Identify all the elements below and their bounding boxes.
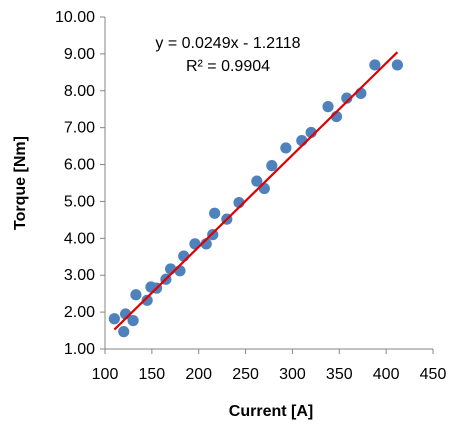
data-point (118, 326, 130, 338)
trendline-r2-label: R² = 0.9904 (186, 58, 270, 75)
y-tick-label: 8.00 (64, 83, 95, 100)
data-point (130, 289, 142, 301)
y-tick-label: 7.00 (64, 120, 95, 137)
data-point (127, 314, 139, 327)
data-point (108, 313, 120, 325)
y-tick-label: 6.00 (64, 157, 95, 174)
x-tick-label: 250 (232, 366, 259, 383)
data-point (165, 263, 177, 275)
y-tick-label: 1.00 (64, 341, 95, 358)
data-point (322, 101, 334, 113)
data-point (369, 59, 381, 71)
data-point (391, 59, 403, 71)
data-point (341, 92, 353, 104)
data-point (141, 294, 153, 306)
x-tick-label: 100 (92, 366, 119, 383)
y-tick-label: 4.00 (64, 230, 95, 247)
y-tick-label: 2.00 (64, 304, 95, 321)
x-tick-label: 200 (185, 366, 212, 383)
data-point (174, 265, 186, 277)
y-tick-label: 3.00 (64, 267, 95, 284)
data-point (251, 175, 263, 187)
x-tick-label: 450 (420, 366, 447, 383)
y-tick-label: 9.00 (64, 46, 95, 63)
data-point (258, 182, 270, 195)
data-point (209, 207, 221, 219)
trendline-equation-label: y = 0.0249x - 1.2118 (155, 35, 300, 52)
data-point (178, 250, 190, 262)
x-tick-label: 150 (139, 366, 166, 383)
data-points-layer (108, 59, 403, 338)
y-axis-title: Torque [Nm] (12, 136, 29, 230)
y-tick-label: 5.00 (64, 193, 95, 210)
x-tick-label: 400 (373, 366, 400, 383)
x-tick-label: 350 (326, 366, 353, 383)
trendline-layer (113, 51, 399, 331)
axes-layer: 1.00 2.00 3.00 4.00 5.00 6.00 7.00 8.00 9.00 10.0… (55, 9, 446, 383)
data-point (266, 160, 278, 172)
linear-trendline (113, 51, 399, 331)
x-tick-label: 300 (279, 366, 306, 383)
data-point (280, 142, 292, 154)
x-axis-title: Current [A] (229, 403, 313, 420)
y-tick-label: 10.00 (55, 9, 95, 26)
